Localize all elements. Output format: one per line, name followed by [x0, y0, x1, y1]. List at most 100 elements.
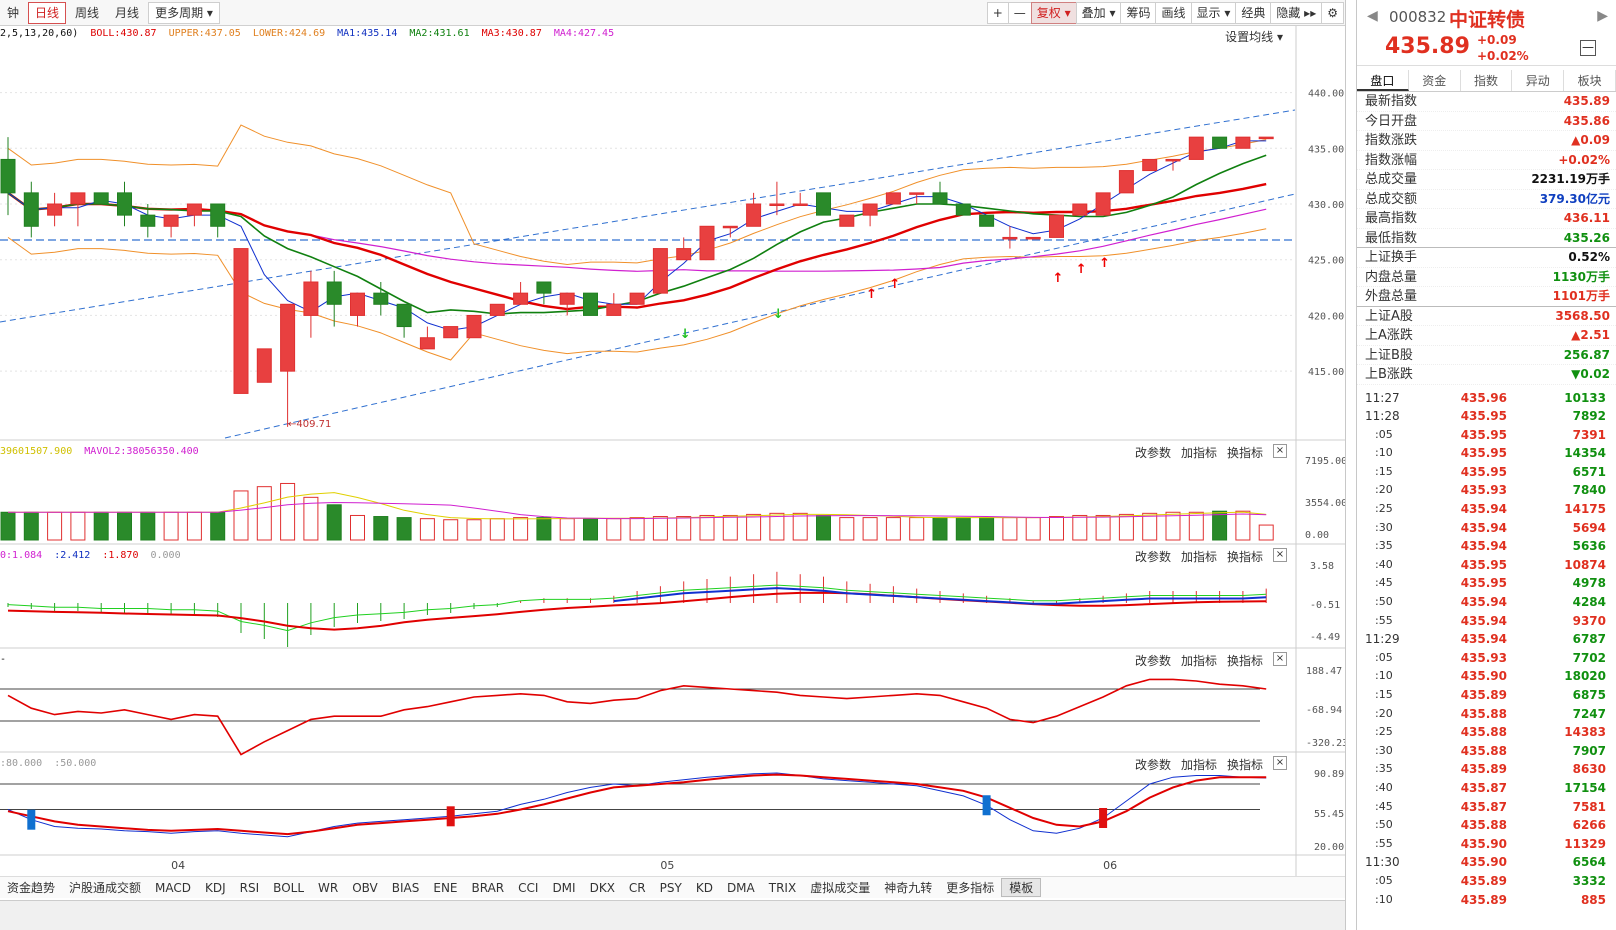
kline-chart[interactable]: 440.00 435.00 430.00 425.00 420.00 415.00 ←409… — [0, 0, 1346, 930]
modify-params-button[interactable]: 改参数 — [1134, 446, 1171, 460]
trade-price: 435.94 — [1460, 632, 1507, 647]
candle-body — [513, 292, 529, 305]
indicator-tab[interactable]: 资金趋势 — [7, 881, 56, 895]
indicator-tab[interactable]: BOLL — [273, 880, 305, 895]
signal-arrow-icon: ↑ — [866, 287, 877, 302]
panel-tab[interactable]: 指数 — [1461, 70, 1513, 91]
swap-indicator-button[interactable]: 换指标 — [1226, 654, 1263, 668]
volume-bar — [885, 517, 901, 541]
tool-button-2[interactable]: 复权 ▾ — [1030, 2, 1077, 24]
candle-body — [1165, 158, 1181, 162]
indicator-tab[interactable]: 沪股通成交额 — [69, 881, 142, 895]
tool-button-5[interactable]: 画线 — [1155, 2, 1192, 24]
period-tab-2[interactable]: 周线 — [75, 6, 100, 20]
volume-bar — [1235, 510, 1251, 541]
tool-button-0[interactable]: + — [986, 2, 1009, 24]
indicator-tab[interactable]: DKX — [589, 880, 615, 895]
trade-volume: 7247 — [1572, 706, 1606, 721]
volume-bar — [1258, 524, 1274, 541]
minimize-icon[interactable]: — — [1580, 40, 1596, 56]
next-arrow-icon[interactable]: ▶ — [1597, 8, 1608, 24]
volume-bar — [186, 511, 202, 541]
candle-body — [163, 214, 179, 227]
trade-row: :45 435.87 7581 — [1357, 798, 1616, 817]
tool-button-8[interactable]: 隐藏 ▸▸ — [1270, 2, 1323, 24]
period-tab-1[interactable]: 日线 — [28, 2, 67, 24]
trade-volume: 4978 — [1572, 576, 1606, 591]
volume-bar — [280, 482, 296, 541]
set-ma-button[interactable]: 设置均线 ▾ — [1225, 30, 1283, 44]
indicator-tab[interactable]: 神奇九转 — [884, 881, 933, 895]
modify-params-button[interactable]: 改参数 — [1134, 550, 1171, 564]
volume-bar — [233, 490, 249, 541]
close-icon[interactable]: × — [1273, 444, 1287, 458]
trade-time: :10 — [1375, 892, 1393, 906]
indicator-tab[interactable]: OBV — [352, 880, 378, 895]
indicator-tab[interactable]: WR — [318, 880, 339, 895]
period-tab-0[interactable]: 钟 — [7, 6, 20, 20]
indicator-tab[interactable]: TRIX — [768, 880, 797, 895]
volume-bar — [303, 496, 319, 541]
legend-ma2: MA2:431.61 — [409, 28, 470, 39]
indicator-tab[interactable]: DMI — [552, 880, 576, 895]
indicator-tab[interactable]: 更多指标 — [946, 881, 995, 895]
period-tab-4[interactable]: 更多周期 ▾ — [148, 2, 220, 24]
add-indicator-button[interactable]: 加指标 — [1180, 446, 1217, 460]
tool-button-7[interactable]: 经典 — [1235, 2, 1272, 24]
macd-diff-line — [7, 584, 1267, 632]
swap-indicator-button[interactable]: 换指标 — [1226, 550, 1263, 564]
candle-body — [583, 292, 598, 316]
trade-volume: 7702 — [1572, 650, 1606, 665]
indicator-tab[interactable]: MACD — [155, 880, 192, 895]
prev-arrow-icon[interactable]: ◀ — [1367, 8, 1378, 24]
indicator-tab[interactable]: BIAS — [391, 880, 420, 895]
indicator-tab[interactable]: BRAR — [471, 880, 505, 895]
axis-label: 188.47 — [1306, 666, 1342, 677]
tool-button-6[interactable]: 显示 ▾ — [1190, 2, 1237, 24]
axis-label: 420.00 — [1308, 311, 1344, 322]
trade-price: 435.94 — [1460, 539, 1507, 554]
panel-tab[interactable]: 盘口 — [1357, 70, 1409, 91]
kdj-signal-marker — [446, 806, 455, 827]
trade-volume: 6571 — [1572, 464, 1606, 479]
candle-body — [280, 303, 296, 372]
chart-scrollbar[interactable] — [0, 900, 1345, 930]
indicator-tab[interactable]: CCI — [518, 880, 539, 895]
macd-dea-line — [7, 591, 1267, 631]
swap-indicator-button[interactable]: 换指标 — [1226, 758, 1263, 772]
macd-dea: :2.412 — [54, 550, 91, 561]
chart-area[interactable]: 钟日线 周线 月线 更多周期 ▾ + — 复权 ▾ 叠加 ▾ 筹码 画线 显示 ▾ 经典 隐藏 ▸▸ ⚙… — [0, 0, 1346, 930]
close-icon[interactable]: × — [1273, 756, 1287, 770]
panel-tab[interactable]: 异动 — [1512, 70, 1565, 91]
indicator-tab[interactable]: ENE — [433, 880, 458, 895]
panel-tab[interactable]: 板块 — [1564, 70, 1616, 91]
indicator-tab[interactable]: RSI — [239, 880, 260, 895]
add-indicator-button[interactable]: 加指标 — [1180, 654, 1217, 668]
close-icon[interactable]: × — [1273, 652, 1287, 666]
tool-button-4[interactable]: 筹码 — [1120, 2, 1157, 24]
modify-params-button[interactable]: 改参数 — [1134, 654, 1171, 668]
axis-label: 430.00 — [1308, 200, 1344, 211]
candle-body — [955, 203, 971, 216]
close-icon[interactable]: × — [1273, 548, 1287, 562]
panel-tab[interactable]: 资金 — [1409, 70, 1461, 91]
add-indicator-button[interactable]: 加指标 — [1180, 550, 1217, 564]
add-indicator-button[interactable]: 加指标 — [1180, 758, 1217, 772]
tool-button-9[interactable]: ⚙ — [1321, 2, 1344, 24]
indicator-tab[interactable]: DMA — [726, 880, 755, 895]
legend-boll: BOLL:430.87 — [90, 28, 157, 39]
period-tab-3[interactable]: 月线 — [115, 6, 140, 20]
indicator-tab[interactable]: CR — [628, 880, 646, 895]
indicator-tab[interactable]: KDJ — [205, 880, 226, 895]
indicator-tab[interactable]: PSY — [659, 880, 682, 895]
swap-indicator-button[interactable]: 换指标 — [1226, 446, 1263, 460]
indicator-tab[interactable]: 模板 — [1001, 878, 1042, 897]
volume-bar — [559, 518, 575, 541]
candle-body — [1118, 170, 1134, 194]
modify-params-button[interactable]: 改参数 — [1134, 758, 1171, 772]
volume-bar — [1002, 517, 1018, 541]
trade-time: :45 — [1375, 576, 1393, 590]
trade-volume: 10133 — [1564, 390, 1606, 405]
indicator-tab[interactable]: KD — [695, 880, 713, 895]
indicator-tab[interactable]: 虚拟成交量 — [810, 881, 871, 895]
